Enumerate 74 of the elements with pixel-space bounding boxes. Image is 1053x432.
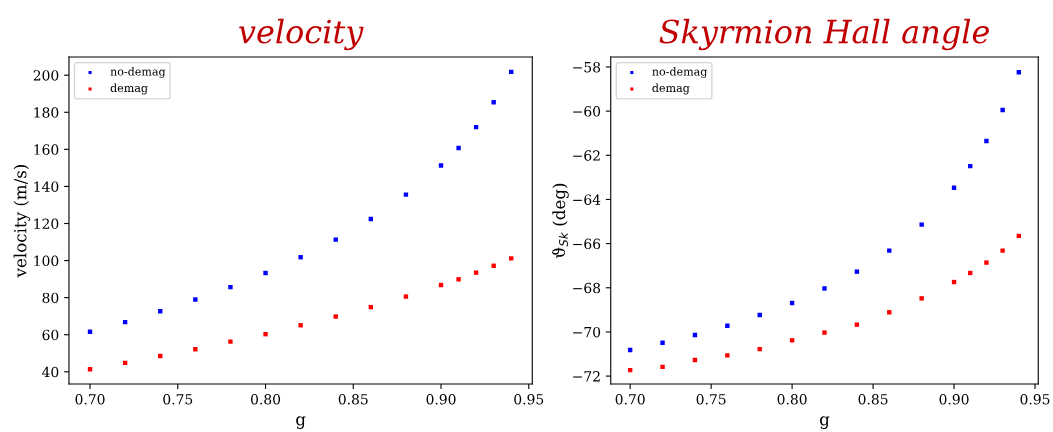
point: [789, 338, 795, 343]
y-tick-label: −60: [573, 106, 601, 117]
x-tick-label: 0.70: [615, 394, 645, 405]
point: [438, 163, 444, 168]
point: [1000, 107, 1005, 113]
point: [333, 237, 338, 242]
y-tick-label: −70: [573, 326, 601, 338]
point: [854, 269, 860, 274]
x-tick-label: 0.85: [338, 394, 368, 405]
point: [1000, 248, 1005, 253]
legend-label: no-demag: [652, 67, 708, 78]
point: [333, 314, 338, 319]
point: [193, 297, 198, 302]
y-tick-label: −66: [573, 238, 601, 250]
point: [228, 339, 233, 344]
point: [298, 323, 303, 328]
x-tick-label: 0.85: [858, 394, 888, 405]
y-tick-label: −72: [573, 371, 600, 382]
y-axis-title: ϑ$_{Sk}$ (deg): [552, 183, 569, 259]
point: [822, 286, 827, 291]
point: [456, 145, 461, 151]
y-tick-label: −64: [573, 194, 601, 205]
x-axis-title: g: [820, 416, 830, 429]
x-tick-label: 0.75: [696, 394, 726, 405]
y-tick-label: −58: [573, 61, 601, 73]
point: [263, 270, 268, 276]
point: [887, 248, 892, 253]
point: [491, 100, 496, 105]
point: [473, 270, 479, 275]
y-tick-label: 200: [33, 70, 59, 81]
point: [509, 256, 514, 261]
point: [822, 330, 827, 335]
y-tick-label: 180: [34, 107, 59, 118]
y-tick-label: −68: [573, 282, 601, 294]
y-axis-title: velocity (m/s): [13, 165, 30, 278]
x-tick-label: 0.95: [514, 394, 544, 405]
point: [919, 222, 924, 227]
x-tick-label: 0.90: [426, 394, 456, 405]
point: [660, 364, 665, 370]
x-tick-label: 0.90: [939, 394, 969, 405]
point: [403, 294, 409, 299]
x-tick-label: 0.95: [1020, 394, 1050, 405]
point: [263, 331, 268, 337]
legend-label: demag: [652, 83, 690, 95]
point: [919, 296, 924, 301]
y-tick-label: −62: [573, 150, 600, 161]
x-tick-label: 0.75: [163, 394, 193, 405]
point: [193, 347, 198, 352]
point: [725, 323, 730, 328]
y-tick-label: 140: [34, 181, 59, 192]
point: [298, 255, 303, 260]
point: [456, 277, 461, 282]
y-tick-label: 120: [34, 218, 59, 229]
legend-label: no-demag: [110, 67, 166, 78]
point: [725, 353, 730, 358]
point: [854, 322, 860, 327]
legend-label: demag: [110, 83, 148, 95]
x-axis-title: g: [296, 416, 306, 429]
point: [491, 263, 496, 268]
y-tick-label: 80: [42, 292, 59, 304]
chart-title: Skyrmion Hall angle: [659, 18, 989, 51]
point: [228, 284, 233, 290]
point: [984, 138, 989, 144]
point: [403, 192, 409, 197]
y-tick-label: 160: [34, 144, 59, 155]
y-tick-label: 60: [42, 329, 59, 341]
chart-title: velocity: [239, 18, 364, 51]
point: [984, 260, 989, 265]
x-tick-label: 0.80: [777, 394, 807, 405]
x-tick-label: 0.80: [250, 394, 281, 405]
point: [660, 340, 665, 345]
x-tick-label: 0.70: [75, 394, 105, 405]
y-tick-label: 100: [34, 255, 59, 267]
y-tick-label: 40: [42, 366, 59, 378]
